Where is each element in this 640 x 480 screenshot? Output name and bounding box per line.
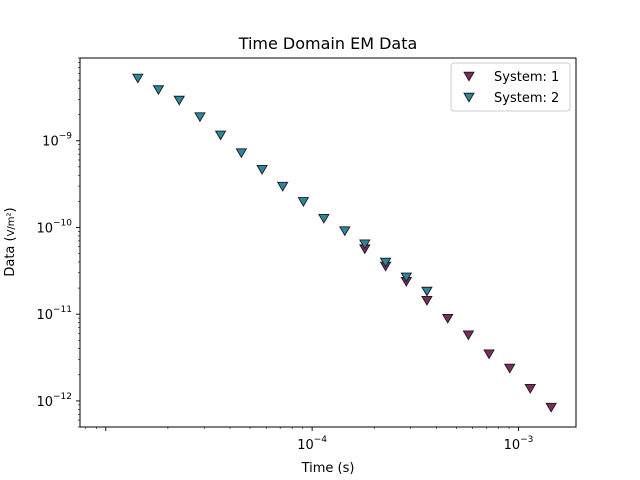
plot-area — [79, 57, 577, 428]
y-axis-ticks: 10−12 10−11 10−10 10−9 — [36, 57, 80, 428]
data-points — [132, 73, 557, 413]
legend-frame — [450, 62, 571, 112]
data-point-series-2 — [194, 112, 206, 123]
data-point-series-1 — [462, 330, 475, 341]
x-axis-label: Time (s) — [301, 461, 355, 476]
data-point-series-1 — [441, 313, 454, 324]
legend-marker-series-1 — [463, 71, 475, 82]
data-point-series-1 — [503, 363, 516, 374]
y-axis-label: Data (V/m²) — [3, 207, 18, 276]
data-point-series-2 — [359, 239, 371, 250]
x-axis-ticks: 10−4 10−3 — [85, 427, 534, 453]
data-point-series-2 — [297, 197, 310, 207]
data-point-series-2 — [152, 85, 165, 96]
legend-marker-series-2 — [463, 92, 475, 103]
data-point-series-1 — [545, 402, 557, 413]
data-point-series-2 — [132, 73, 144, 84]
data-point-series-2 — [339, 226, 351, 237]
data-point-series-2 — [173, 95, 186, 106]
data-point-series-2 — [276, 181, 289, 192]
y-tick-label: 10−9 — [42, 132, 72, 150]
legend-label-series-1: System: 1 — [494, 70, 559, 85]
legend-label-series-2: System: 2 — [494, 91, 559, 106]
legend: System: 1 System: 2 — [450, 62, 571, 112]
chart-title: Time Domain EM Data — [238, 34, 418, 53]
data-point-series-2 — [256, 164, 268, 175]
y-axis-unit-fraction: V/m² — [6, 212, 17, 236]
x-tick-label: 10−4 — [297, 435, 327, 453]
data-point-series-1 — [483, 349, 495, 360]
data-point-series-2 — [379, 257, 392, 268]
data-point-series-1 — [524, 384, 537, 394]
data-point-series-2 — [318, 213, 330, 224]
y-tick-label: 10−11 — [36, 305, 72, 323]
data-point-series-2 — [235, 148, 248, 159]
data-point-series-2 — [214, 130, 227, 141]
y-tick-label: 10−10 — [36, 218, 72, 236]
data-point-series-2 — [421, 286, 433, 297]
data-point-series-2 — [400, 272, 413, 283]
y-tick-label: 10−12 — [36, 392, 72, 410]
x-tick-label: 10−3 — [504, 435, 534, 453]
